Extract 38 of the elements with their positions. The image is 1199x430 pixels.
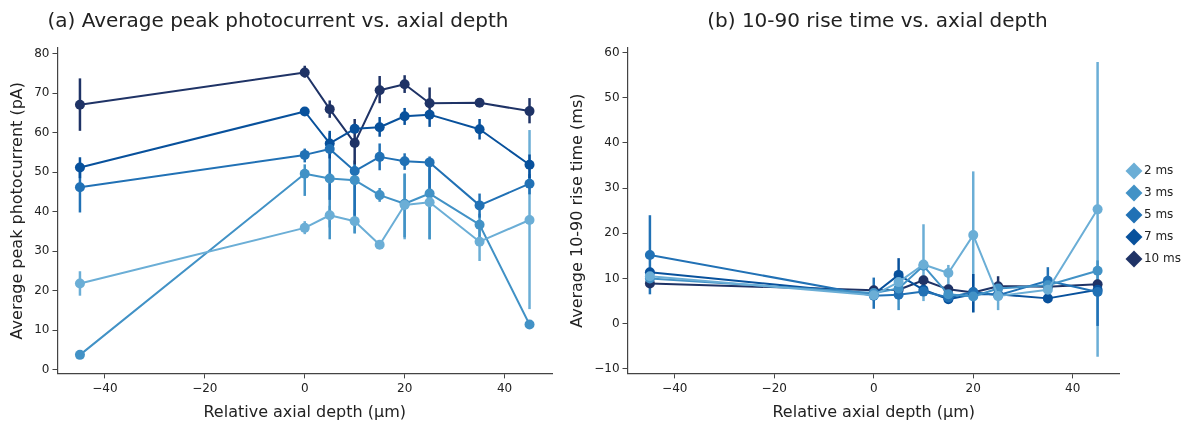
y-tick-label: 10 [34, 322, 50, 337]
legend-label: 10 ms [1143, 251, 1182, 266]
x-axis-title: Relative axial depth (µm) [772, 401, 976, 421]
y-tick-label: 20 [604, 225, 620, 240]
x-tick-label: 40 [1065, 380, 1081, 395]
legend-label: 5 ms [1143, 207, 1174, 222]
x-tick-label: −20 [761, 380, 787, 395]
y-tick-label: 70 [34, 85, 50, 100]
x-tick-label: 20 [965, 380, 981, 395]
y-tick-label: 40 [34, 203, 50, 218]
legend-label: 7 ms [1143, 229, 1174, 244]
x-tick-label: 40 [496, 380, 513, 395]
y-tick-label: 60 [34, 124, 50, 139]
y-tick-label: 0 [611, 315, 620, 330]
y-tick-label: 50 [34, 164, 50, 179]
x-tick-label: 0 [300, 380, 309, 395]
x-tick-label: −40 [662, 380, 688, 395]
y-tick-label: 80 [34, 46, 50, 61]
x-axis-title: Relative axial depth (µm) [203, 401, 407, 421]
legend-label: 3 ms [1143, 185, 1174, 200]
x-tick-label: −20 [192, 380, 218, 395]
y-tick-label: 20 [34, 282, 50, 297]
y-tick-label: 30 [34, 243, 50, 258]
y-tick-label: −10 [594, 361, 620, 376]
y-tick-label: 40 [604, 135, 620, 150]
y-tick-label: 30 [604, 180, 620, 195]
x-tick-label: −40 [92, 380, 118, 395]
y-tick-label: 10 [604, 270, 620, 285]
y-tick-label: 0 [41, 361, 50, 376]
y-tick-label: 50 [604, 89, 620, 104]
chart-title: (a) Average peak photocurrent vs. axial depth [47, 8, 509, 33]
y-axis-title: Average 10-90 rise time (ms) [566, 93, 586, 328]
x-tick-label: 0 [869, 380, 878, 395]
y-axis-title: Average peak photocurrent (pA) [6, 81, 26, 340]
legend-label: 2 ms [1143, 163, 1174, 178]
chart-title: (b) 10-90 rise time vs. axial depth [707, 8, 1048, 33]
y-tick-label: 60 [604, 44, 620, 59]
x-tick-label: 20 [397, 380, 413, 395]
